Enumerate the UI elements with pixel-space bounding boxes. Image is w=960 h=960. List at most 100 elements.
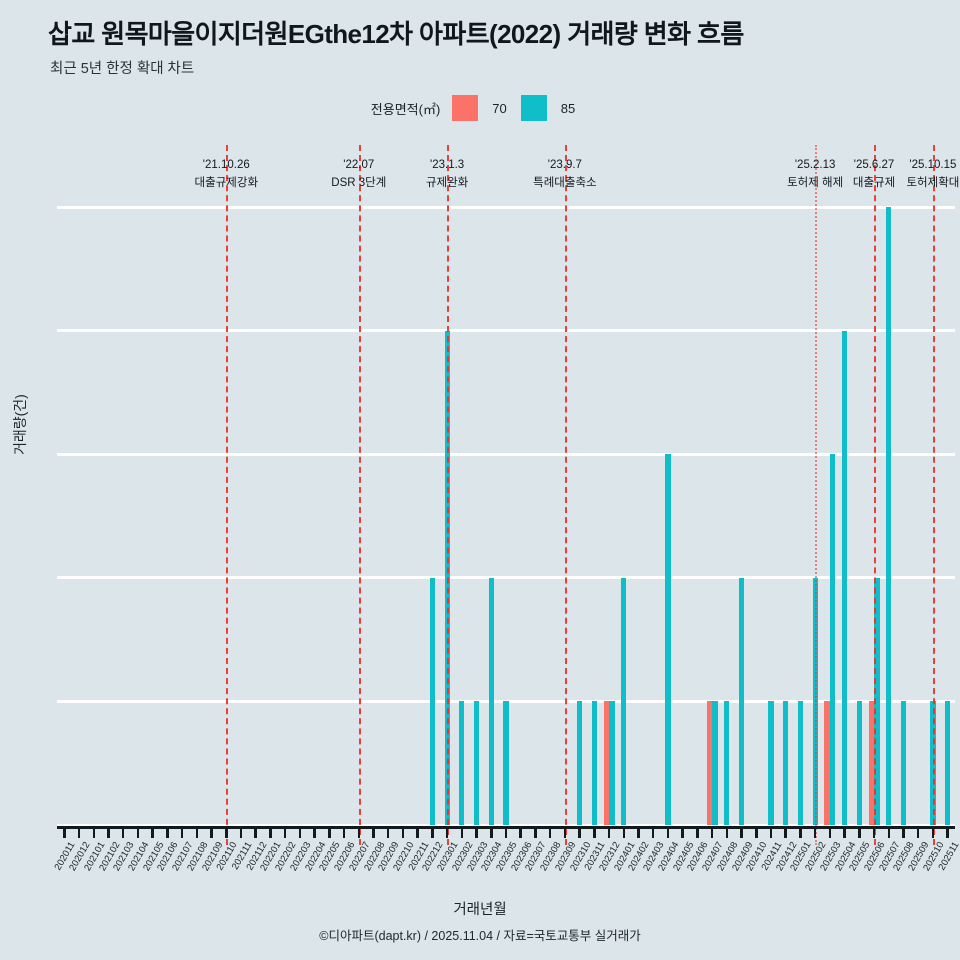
- x-tick: [666, 826, 670, 838]
- x-tick: [254, 826, 257, 838]
- event-line: [815, 145, 818, 845]
- gridline: [57, 205, 955, 209]
- gridline: [57, 452, 955, 456]
- x-tick: [696, 826, 699, 838]
- x-tick: [931, 826, 935, 838]
- event-label: '25.10.15 토허제확대: [906, 157, 959, 193]
- x-tick: [357, 826, 361, 838]
- x-tick: [328, 826, 331, 838]
- bar[interactable]: [609, 701, 615, 825]
- legend-entry-85[interactable]: 85: [520, 95, 576, 121]
- x-tick: [813, 826, 817, 838]
- event-date: '25.2.13: [794, 159, 836, 171]
- gridline: [57, 699, 955, 703]
- x-tick: [269, 826, 272, 838]
- event-text: 토허제 해제: [787, 176, 844, 189]
- x-tick: [195, 826, 199, 838]
- x-tick: [755, 826, 758, 838]
- x-tick: [710, 826, 714, 838]
- bar[interactable]: [459, 701, 465, 825]
- event-text: 토허제확대: [906, 176, 960, 189]
- bar[interactable]: [945, 701, 951, 825]
- legend-label-85: 85: [560, 100, 576, 116]
- legend: 전용면적(㎡) 70 85: [0, 95, 960, 121]
- bar[interactable]: [429, 577, 435, 825]
- bar[interactable]: [503, 701, 509, 825]
- bar[interactable]: [868, 701, 874, 825]
- bar[interactable]: [473, 701, 480, 825]
- x-tick: [534, 826, 537, 838]
- event-date: '25.10.15: [909, 159, 957, 171]
- x-tick: [416, 826, 419, 838]
- bar[interactable]: [900, 701, 907, 825]
- bar[interactable]: [824, 701, 830, 825]
- x-tick: [313, 826, 316, 838]
- x-tick: [386, 826, 390, 838]
- x-tick: [504, 826, 508, 838]
- bar[interactable]: [488, 577, 494, 825]
- event-text: DSR 3단계: [331, 176, 387, 189]
- legend-swatch-70: [452, 95, 479, 121]
- x-tick: [916, 826, 920, 838]
- event-label: '23.9.7 특례대출축소: [533, 157, 596, 193]
- legend-entry-70[interactable]: 70: [452, 95, 507, 121]
- bar[interactable]: [603, 701, 609, 825]
- gridline: [57, 329, 955, 333]
- x-tick: [180, 826, 184, 838]
- x-tick: [298, 826, 302, 838]
- bar[interactable]: [577, 701, 583, 825]
- gridline: [57, 823, 955, 827]
- bar[interactable]: [712, 701, 718, 825]
- event-date: '23.1.3: [430, 159, 465, 171]
- bar[interactable]: [841, 330, 848, 825]
- bar[interactable]: [797, 701, 803, 825]
- x-tick: [769, 826, 773, 838]
- x-tick: [887, 826, 890, 838]
- x-tick: [519, 826, 522, 838]
- gridline: [57, 576, 955, 580]
- bar[interactable]: [444, 330, 450, 825]
- event-date: '22.07: [343, 159, 375, 171]
- legend-label-70: 70: [492, 100, 507, 116]
- bar[interactable]: [874, 577, 880, 825]
- event-line: [932, 145, 935, 845]
- bar[interactable]: [856, 701, 862, 825]
- event-line: [564, 145, 567, 845]
- event-date: '21.10.26: [202, 159, 250, 171]
- bar[interactable]: [621, 577, 627, 825]
- bar[interactable]: [768, 701, 774, 825]
- event-text: 대출규제강화: [194, 176, 259, 189]
- bar[interactable]: [738, 577, 745, 825]
- event-date: '23.9.7: [547, 159, 582, 171]
- x-tick: [490, 826, 493, 838]
- event-text: 대출규제: [852, 176, 896, 189]
- x-tick: [372, 826, 375, 838]
- event-label: '25.2.13 토허제 해제: [787, 157, 843, 193]
- bar[interactable]: [591, 701, 597, 825]
- x-tick: [828, 826, 832, 838]
- x-tick: [225, 826, 228, 838]
- x-tick: [607, 826, 611, 838]
- x-axis-title: 거래년월: [453, 902, 507, 918]
- bar[interactable]: [724, 701, 730, 825]
- bar[interactable]: [830, 454, 836, 825]
- bar[interactable]: [706, 701, 712, 825]
- event-label: '21.10.26 대출규제강화: [195, 157, 258, 193]
- x-tick: [283, 826, 287, 838]
- footer-credit: ©디아파트(dapt.kr) / 2025.11.04 / 자료=국토교통부 실…: [319, 929, 641, 943]
- x-tick: [651, 826, 655, 838]
- event-line: [447, 145, 450, 845]
- x-tick: [858, 826, 861, 838]
- event-line: [874, 145, 877, 845]
- event-text: 특례대출축소: [533, 176, 597, 189]
- x-tick: [548, 826, 552, 838]
- x-tick: [946, 826, 949, 838]
- bar[interactable]: [665, 454, 671, 825]
- x-tick: [578, 826, 581, 838]
- x-tick: [210, 826, 213, 838]
- bar[interactable]: [886, 207, 892, 825]
- x-tick: [121, 826, 125, 838]
- bar[interactable]: [783, 701, 789, 825]
- event-text: 규제완화: [425, 176, 469, 189]
